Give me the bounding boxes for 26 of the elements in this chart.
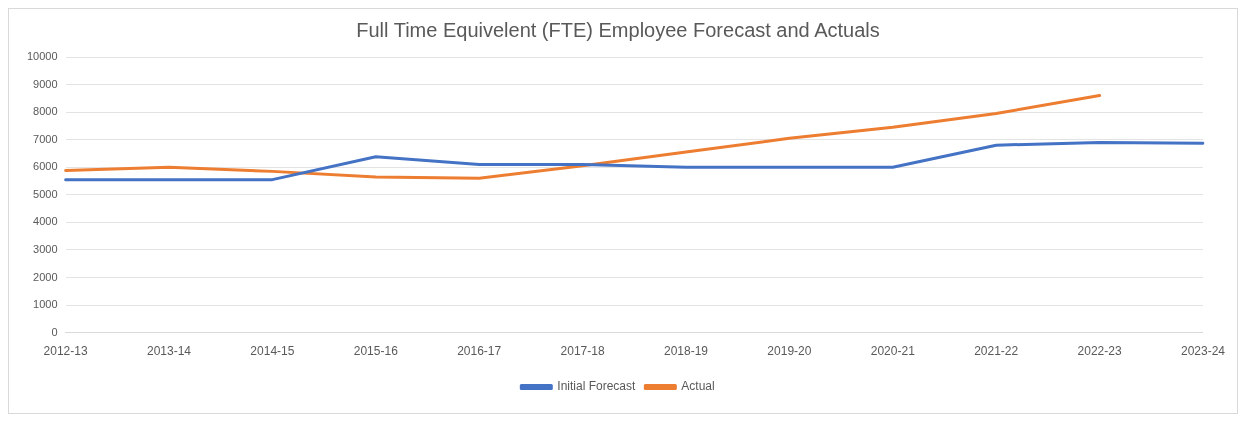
x-tick-label: 2020-21 — [870, 344, 916, 359]
y-tick-label: 4000 — [33, 215, 58, 228]
x-tick-label: 2021-22 — [974, 344, 1019, 359]
y-tick-label: 3000 — [33, 242, 58, 255]
x-tick-label: 2019-20 — [767, 344, 812, 359]
x-tick-label: 2023-24 — [1180, 344, 1226, 359]
x-tick-label: 2014-15 — [250, 344, 295, 359]
y-tick-label: 10000 — [26, 50, 58, 63]
x-tick-label: 2018-19 — [663, 344, 709, 359]
chart-title: Full Time Equivelent (FTE) Employee Forecast and Actuals — [356, 18, 880, 41]
y-tick-label: 6000 — [33, 160, 58, 173]
x-tick-label: 2017-18 — [560, 344, 605, 359]
y-tick-label: 0 — [51, 325, 58, 338]
y-tick-label: 2000 — [33, 270, 58, 283]
legend-label: Actual — [681, 379, 715, 394]
x-tick-label: 2015-16 — [353, 344, 399, 359]
legend-label: Initial Forecast — [557, 379, 636, 394]
y-tick-label: 5000 — [33, 187, 58, 200]
x-tick-label: 2012-13 — [43, 344, 88, 359]
y-tick-label: 9000 — [33, 77, 58, 90]
y-tick-label: 1000 — [33, 298, 58, 311]
y-tick-label: 8000 — [33, 105, 58, 118]
x-tick-label: 2022-23 — [1077, 344, 1122, 359]
x-tick-label: 2013-14 — [146, 344, 192, 359]
y-tick-label: 7000 — [33, 132, 58, 145]
x-tick-label: 2016-17 — [457, 344, 502, 359]
